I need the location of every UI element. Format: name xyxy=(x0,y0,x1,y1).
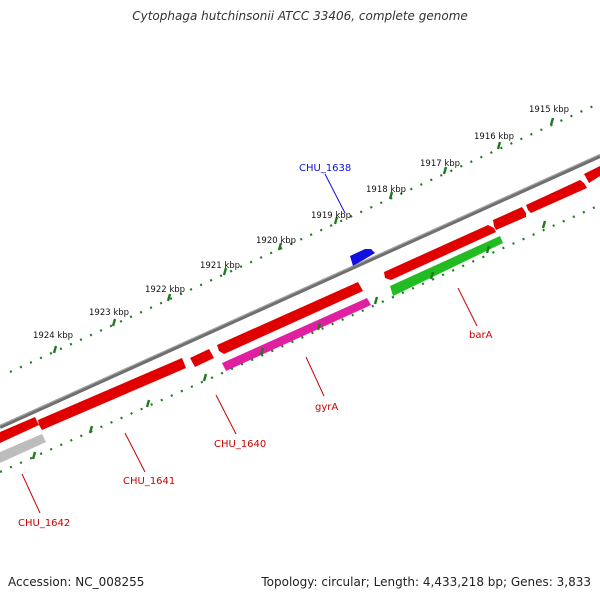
leader-gyrA xyxy=(305,356,325,397)
major-tick xyxy=(166,293,172,302)
major-tick xyxy=(202,373,208,382)
major-tick xyxy=(549,117,555,126)
scale-label: 1915 kbp xyxy=(529,105,569,115)
scale-label: 1922 kbp xyxy=(145,285,185,295)
genome-summary-text: Topology: circular; Length: 4,433,218 bp… xyxy=(261,575,591,589)
scale-label: 1918 kbp xyxy=(366,185,406,195)
gene-forward-cds xyxy=(584,166,600,183)
scale-label: 1921 kbp xyxy=(200,261,240,271)
major-tick xyxy=(316,322,322,331)
gene-gyrA xyxy=(222,298,371,371)
scale-label: 1917 kbp xyxy=(420,159,460,169)
major-tick xyxy=(541,220,547,229)
major-tick xyxy=(145,399,151,408)
major-tick xyxy=(429,271,435,280)
scale-label: 1916 kbp xyxy=(474,132,514,142)
major-tick xyxy=(442,166,448,175)
major-tick xyxy=(259,347,265,356)
gene-label-gyrA: gyrA xyxy=(315,402,338,413)
major-tick xyxy=(277,242,283,251)
map-title: Cytophaga hutchinsonii ATCC 33406, compl… xyxy=(132,9,468,23)
major-tick xyxy=(485,245,491,254)
major-tick xyxy=(111,318,117,327)
scale-label: 1924 kbp xyxy=(33,331,73,341)
gene-forward-cds xyxy=(526,180,587,213)
leader-barA xyxy=(457,287,478,327)
gene-reverse-cds xyxy=(0,417,39,443)
gene-reverse-cds xyxy=(217,282,363,354)
forward-strand-genes xyxy=(350,166,600,280)
leader-CHU_1640 xyxy=(215,394,237,435)
gene-label-CHU_1638: CHU_1638 xyxy=(299,163,351,174)
scale-label: 1923 kbp xyxy=(89,308,129,318)
major-tick xyxy=(333,216,339,225)
major-tick xyxy=(373,296,379,305)
major-tick xyxy=(222,267,228,276)
gene-label-CHU_1642: CHU_1642 xyxy=(18,518,70,529)
gene-CHU_1641 xyxy=(38,358,186,430)
inner-scale-ring xyxy=(0,203,600,474)
reverse-strand-genes xyxy=(0,282,363,443)
outer-scale-ring xyxy=(9,101,600,374)
gene-label-CHU_1640: CHU_1640 xyxy=(214,439,266,450)
gene-label-CHU_1641: CHU_1641 xyxy=(123,476,175,487)
gene-CHU_1638 xyxy=(350,249,375,266)
leader-CHU_1642 xyxy=(21,473,41,514)
major-tick xyxy=(31,451,37,460)
gene-CHU_1640 xyxy=(190,349,214,367)
major-tick xyxy=(52,345,58,354)
label-leaders xyxy=(21,173,478,514)
scale-labels: 1915 kbp 1916 kbp 1917 kbp 1918 kbp 1919… xyxy=(33,105,569,341)
gene-CHU_1642 xyxy=(0,434,46,463)
major-tick xyxy=(496,141,502,150)
scale-label: 1920 kbp xyxy=(256,236,296,246)
accession-text: Accession: NC_008255 xyxy=(8,575,145,589)
gene-label-barA: barA xyxy=(469,330,493,341)
major-tick xyxy=(388,191,394,200)
gene-forward-cds xyxy=(384,225,496,280)
leader-CHU_1638 xyxy=(324,173,346,214)
annotated-genes xyxy=(0,236,503,463)
gene-labels: CHU_1638 barA gyrA CHU_1640 CHU_1641 CHU… xyxy=(18,163,493,529)
major-tick xyxy=(88,425,94,434)
genome-backbone xyxy=(0,154,600,429)
gene-barA xyxy=(390,236,503,296)
leader-CHU_1641 xyxy=(124,432,146,473)
scale-label: 1919 kbp xyxy=(311,211,351,221)
gene-forward-cds xyxy=(493,207,526,230)
